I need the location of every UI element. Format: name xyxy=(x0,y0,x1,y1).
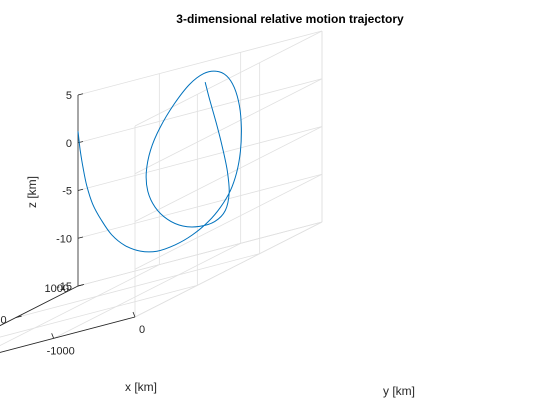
grid-line-z-back xyxy=(77,173,323,239)
grid-line-x-floor xyxy=(77,221,323,287)
x-tick-label: 500 xyxy=(0,315,7,327)
grid-line-z-back xyxy=(77,126,323,191)
z-tick-label: 0 xyxy=(66,138,72,150)
z-axis-label: z [km] xyxy=(25,176,39,208)
grid-line-z-side xyxy=(134,78,323,175)
z-tick-label: -5 xyxy=(62,186,72,198)
grid-line-y-floor xyxy=(134,221,323,318)
chart-title: 3-dimensional relative motion trajectory xyxy=(176,12,404,26)
grid-line-y-floor xyxy=(0,264,160,347)
x-axis-label: x [km] xyxy=(125,380,157,394)
y-tick-label: -1000 xyxy=(47,345,75,357)
z-tick-label: -15 xyxy=(56,281,72,293)
y-tick-mark xyxy=(51,333,55,339)
grid-line-z-back xyxy=(77,30,323,96)
grid-line-z-side xyxy=(134,126,323,222)
y-axis-label: y [km] xyxy=(383,384,415,398)
z-tick-label: 5 xyxy=(66,90,72,102)
z-tick-mark xyxy=(77,93,84,96)
grid-line-x-floor xyxy=(0,284,198,338)
x-tick-label: 1000 xyxy=(45,283,69,295)
grid-line-y-floor xyxy=(53,242,241,339)
grid-line-z-side xyxy=(134,173,323,270)
x-tick-mark xyxy=(77,284,85,287)
y-axis-line xyxy=(0,316,136,353)
x-axis-line xyxy=(0,285,79,327)
grid-line-z-back xyxy=(77,78,323,144)
z-tick-mark xyxy=(77,188,84,191)
x-tick-mark xyxy=(15,315,22,319)
z-tick-mark xyxy=(77,236,84,239)
y-tick-label: 0 xyxy=(139,324,145,336)
series-layer xyxy=(77,70,242,253)
z-tick-label: -10 xyxy=(56,233,72,245)
trajectory-series-line-0 xyxy=(77,70,242,253)
y-tick-mark xyxy=(132,311,136,318)
grid-line-x-floor xyxy=(15,253,260,319)
